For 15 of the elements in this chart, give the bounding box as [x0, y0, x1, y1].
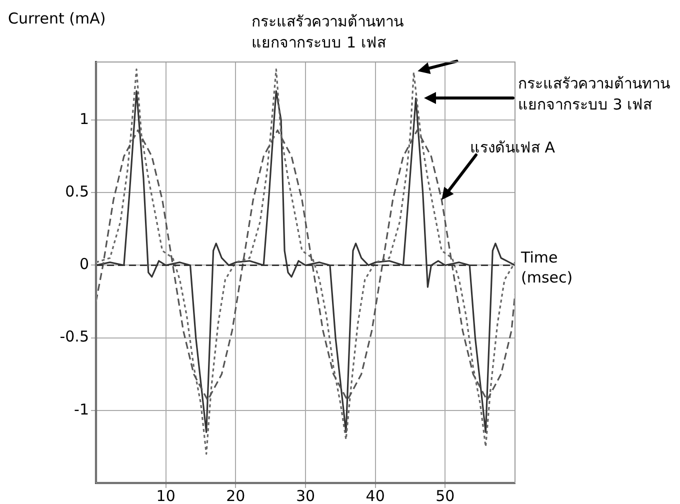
annotation: แรงดันเฟส A — [470, 138, 556, 156]
x-tick-label: 30 — [296, 486, 316, 504]
y-axis-title: Current (mA) — [8, 9, 106, 28]
x-tick-label: 40 — [366, 486, 385, 504]
y-tick-label: 0 — [79, 255, 89, 274]
x-tick-label: 20 — [226, 486, 246, 504]
y-tick-label: -0.5 — [60, 328, 89, 346]
annotation: กระแสรัวความต้านทาน แยกจากระบบ 1 เฟส — [252, 12, 404, 52]
y-tick-label: -1 — [74, 400, 89, 418]
y-tick-label: 0.5 — [65, 182, 89, 201]
x-axis-title: Time (msec) — [520, 248, 573, 287]
y-tick-label: 1 — [79, 110, 89, 128]
text: กระแสรัวความต้านทาน แยกจากระบบ 3 เฟส — [518, 74, 670, 114]
x-tick-label: 50 — [436, 486, 455, 504]
x-tick-label: 10 — [156, 486, 176, 504]
